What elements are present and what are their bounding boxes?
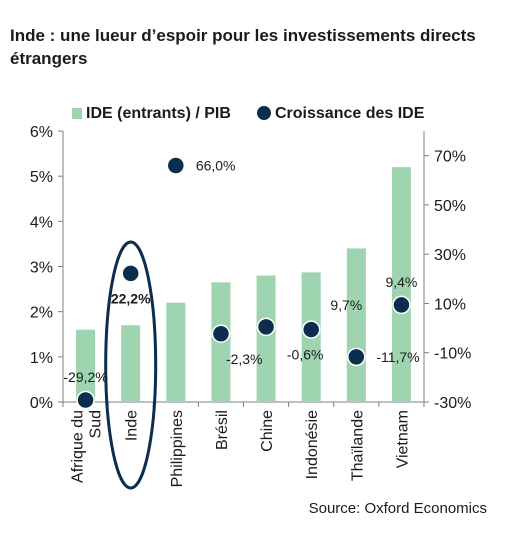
- category-label: Inde: [124, 410, 141, 441]
- point-series: [76, 156, 411, 410]
- point-label: -2,3%: [226, 351, 263, 367]
- right-tick-label: 30%: [434, 247, 466, 264]
- right-tick-label: -10%: [434, 346, 471, 363]
- category-label-line: Thaïlande: [349, 410, 366, 481]
- extra-label: 9,7%: [330, 297, 362, 313]
- category-label-line: Afrique du: [70, 410, 87, 483]
- category-label-line: Chine: [259, 410, 276, 452]
- point-label: 66,0%: [196, 157, 236, 173]
- data-point: [392, 295, 411, 315]
- bar: [256, 275, 276, 402]
- left-tick-label: 6%: [30, 124, 53, 141]
- category-label-line: Vietnam: [394, 410, 411, 468]
- left-tick-label: 4%: [30, 214, 53, 231]
- legend-label-points: Croissance des IDE: [275, 105, 425, 122]
- data-labels: -29,2% 22,2% 66,0% -2,3% -0,6% -11,7% 9,4% 9,7%: [63, 157, 419, 385]
- bar: [121, 325, 141, 402]
- bar: [391, 167, 411, 402]
- bar: [346, 248, 366, 402]
- data-point: [166, 156, 186, 175]
- source-note: Source: Oxford Economics: [308, 500, 487, 517]
- left-tick-label: 5%: [30, 169, 53, 186]
- data-point: [347, 347, 366, 367]
- data-point: [301, 320, 321, 339]
- category-label-line: Sud: [88, 410, 105, 438]
- legend-label-bars: IDE (entrants) / PIB: [86, 105, 231, 122]
- point-label: -29,2%: [63, 369, 107, 385]
- category-label: Chine: [259, 410, 276, 452]
- left-tick-label: 0%: [30, 395, 53, 412]
- point-label: -11,7%: [376, 349, 419, 365]
- data-point: [121, 264, 140, 283]
- left-tick-label: 2%: [30, 305, 53, 322]
- right-tick-label: 10%: [434, 296, 466, 313]
- data-point: [211, 324, 231, 344]
- data-point: [256, 317, 276, 337]
- category-label-line: Indonésie: [304, 410, 321, 479]
- bar: [76, 329, 96, 402]
- category-label: Indonésie: [304, 410, 321, 479]
- bar: [166, 302, 186, 402]
- right-tick-label: -30%: [434, 395, 471, 412]
- point-label: -0,6%: [287, 347, 324, 363]
- axes: 0% 1% 2% 3% 4% 5% 6% -30% -10% 10% 30% 50% 70% Afriqu…: [30, 124, 471, 487]
- chart-title: Inde : une lueur d’espoir pour les inves…: [10, 26, 476, 68]
- left-tick-label: 1%: [30, 350, 53, 367]
- category-label-line: Philippines: [169, 410, 186, 487]
- right-tick-label: 70%: [434, 149, 466, 166]
- data-point: [76, 390, 95, 410]
- category-label: Vietnam: [394, 410, 411, 468]
- category-label-line: Inde: [124, 410, 141, 441]
- category-label: Philippines: [169, 410, 186, 487]
- category-label: Thaïlande: [349, 410, 366, 481]
- category-label: Brésil: [214, 410, 231, 450]
- legend-swatch-points: [257, 106, 271, 120]
- category-label: Afrique du Sud: [70, 410, 105, 483]
- point-label: 9,4%: [385, 274, 417, 290]
- highlight-ellipse: [104, 240, 158, 490]
- category-label-line: Brésil: [214, 410, 231, 450]
- right-tick-label: 50%: [434, 198, 466, 215]
- point-label: 22,2%: [111, 290, 151, 306]
- legend: IDE (entrants) / PIB Croissance des IDE: [72, 105, 425, 122]
- left-tick-label: 3%: [30, 260, 53, 277]
- legend-swatch-bars: [72, 108, 82, 119]
